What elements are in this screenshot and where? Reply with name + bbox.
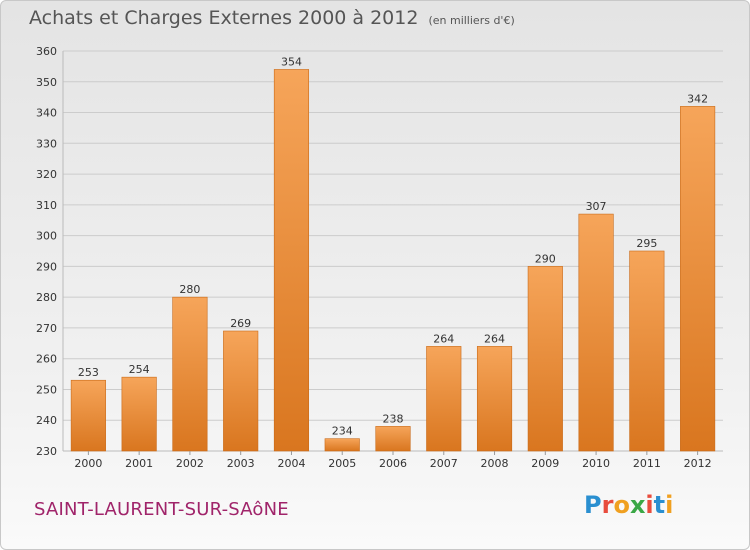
chart-title: Achats et Charges Externes 2000 à 2012 (e…: [29, 7, 515, 29]
bar-value-label: 253: [78, 366, 99, 379]
x-tick-label: 2010: [582, 457, 610, 470]
proxiti-logo: Proxiti: [584, 491, 673, 519]
bar-value-label: 264: [433, 332, 454, 345]
x-tick-label: 2006: [379, 457, 407, 470]
town-name: SAINT-LAURENT-SUR-SAôNE: [34, 499, 289, 520]
y-tick-label: 260: [36, 353, 57, 366]
y-tick-label: 290: [36, 260, 57, 273]
y-tick-label: 360: [36, 45, 57, 58]
x-tick-label: 2000: [74, 457, 102, 470]
logo-letter: r: [601, 491, 614, 519]
bars: [70, 69, 716, 452]
x-tick-label: 2001: [125, 457, 153, 470]
bar: [121, 376, 157, 452]
data-labels: 253 254 280 269 354 234 238 264 264 290 307 295 342: [78, 55, 708, 437]
bar: [629, 250, 665, 452]
title-text: Achats et Charges Externes 2000 à 2012: [29, 7, 419, 29]
y-tick-label: 240: [36, 414, 57, 427]
x-tick-label: 2002: [176, 457, 204, 470]
x-tick-label: 2003: [227, 457, 255, 470]
bar-value-label: 234: [332, 425, 353, 438]
logo-letter: o: [613, 491, 630, 519]
bar: [324, 438, 360, 452]
bar: [578, 213, 614, 452]
y-tick-label: 350: [36, 76, 57, 89]
bar-value-label: 238: [383, 412, 404, 425]
y-tick-label: 320: [36, 168, 57, 181]
bar: [375, 426, 411, 452]
y-tick-label: 300: [36, 230, 57, 243]
logo-letter: x: [629, 491, 646, 519]
bar: [172, 296, 208, 452]
bar-value-label: 264: [484, 332, 505, 345]
y-tick-label: 330: [36, 137, 57, 150]
y-tick-label: 340: [36, 107, 57, 120]
y-tick-label: 250: [36, 383, 57, 396]
bar: [70, 379, 106, 452]
bar: [527, 266, 563, 452]
bar-value-label: 280: [179, 283, 200, 296]
y-tick-label: 310: [36, 199, 57, 212]
x-tick-label: 2012: [684, 457, 712, 470]
x-tick-label: 2007: [430, 457, 458, 470]
y-tick-label: 280: [36, 291, 57, 304]
bar-value-label: 290: [535, 252, 556, 265]
bar-value-label: 342: [687, 92, 708, 105]
chart-subtitle: (en milliers d'€): [428, 14, 515, 27]
bar-value-label: 307: [586, 200, 607, 213]
x-tick-label: 2008: [481, 457, 509, 470]
bar: [223, 330, 259, 452]
bar: [273, 69, 310, 452]
bar: [476, 346, 513, 452]
bar-value-label: 295: [636, 237, 657, 250]
logo-letter: i: [665, 491, 674, 519]
bar-value-label: 254: [129, 363, 150, 376]
x-tick-label: 2009: [531, 457, 559, 470]
x-tick-label: 2005: [328, 457, 356, 470]
logo-letter: P: [584, 491, 602, 519]
y-tick-label: 230: [36, 445, 57, 458]
axis-ticks: 230 240 250 260 270 280 290 300 310 320 330 340 350 3…: [36, 45, 712, 470]
bar: [680, 106, 716, 452]
y-tick-label: 270: [36, 322, 57, 335]
bar: [426, 346, 462, 452]
x-tick-label: 2011: [633, 457, 661, 470]
bar-value-label: 354: [281, 55, 302, 68]
logo-letter: i: [645, 491, 654, 519]
logo-letter: t: [653, 491, 666, 519]
bar-value-label: 269: [230, 317, 251, 330]
grid-lines: [62, 50, 723, 452]
x-tick-label: 2004: [277, 457, 305, 470]
